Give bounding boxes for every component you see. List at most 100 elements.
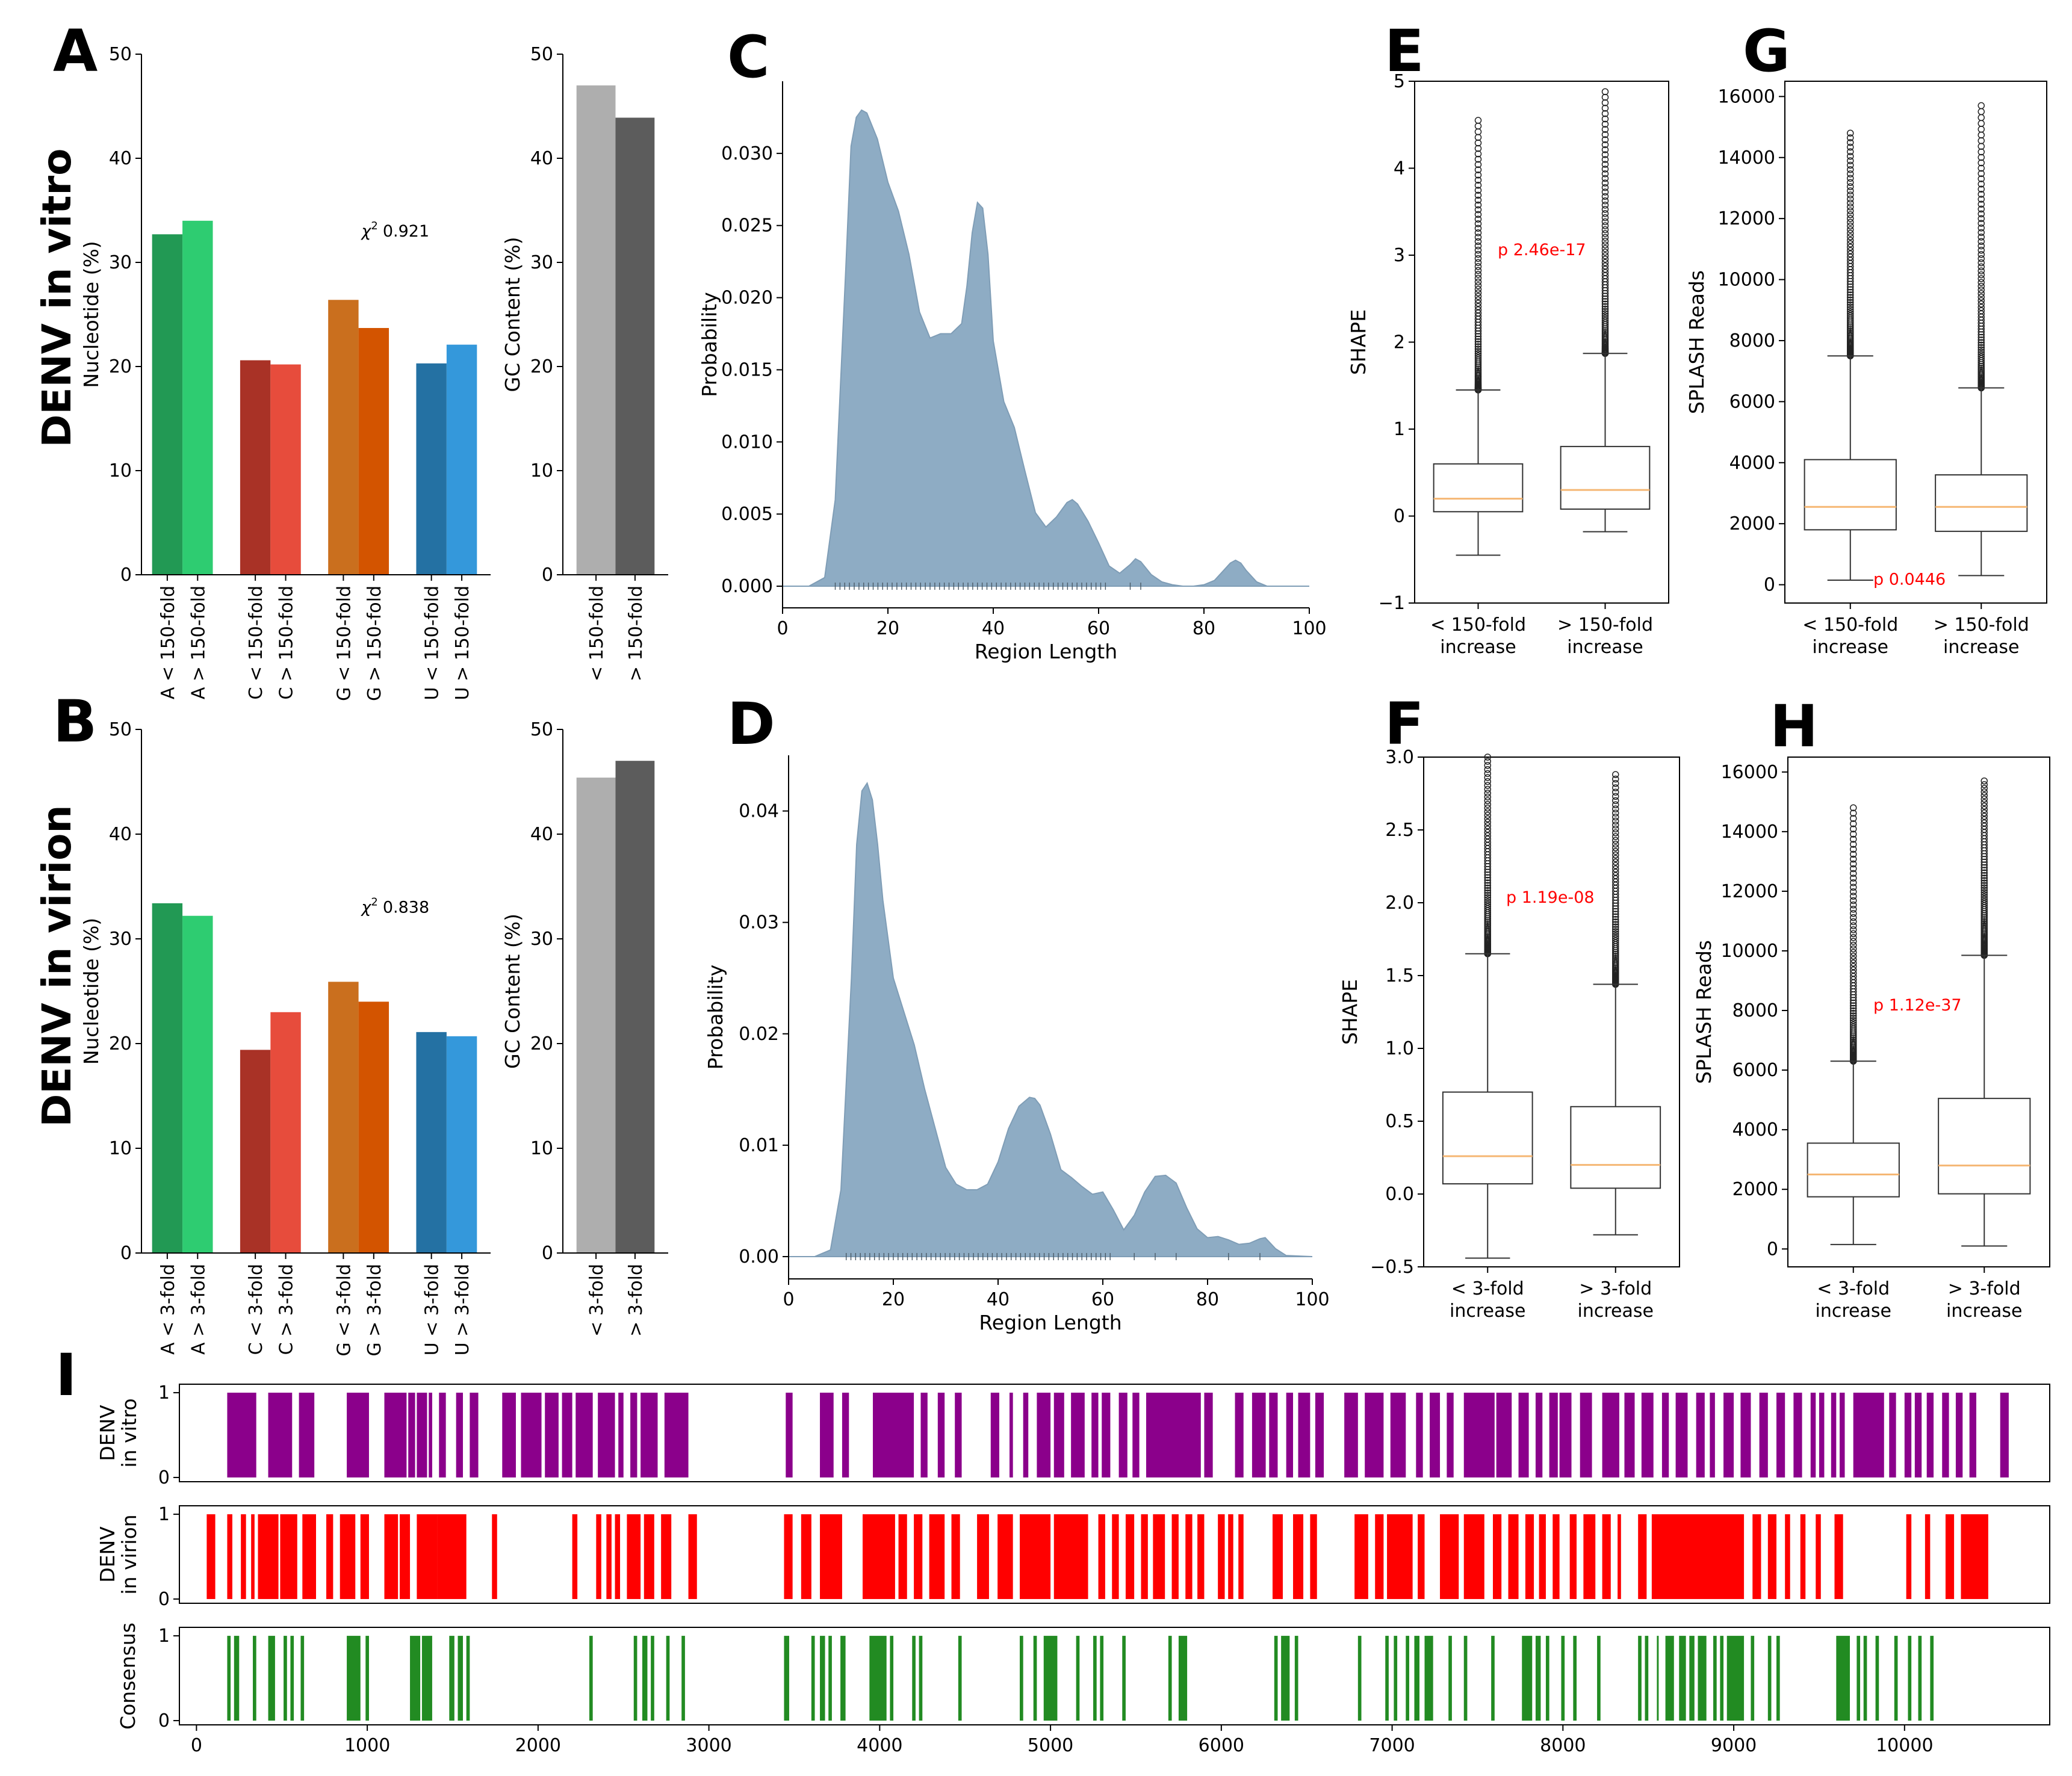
panel-i-track-2-region — [1310, 1514, 1317, 1599]
chi2-superscript: 2 — [371, 896, 377, 909]
panel-e-flier — [1474, 166, 1482, 173]
panel-h-flier — [1980, 879, 1988, 886]
panel-f-flier — [1484, 918, 1491, 926]
panel-e-flier — [1601, 131, 1609, 138]
panel-i-track-2-region — [1440, 1514, 1459, 1599]
panel-f-box — [1442, 1091, 1533, 1185]
panel-i-track-3-region — [589, 1636, 593, 1721]
panel-i-track-1-region — [1740, 1393, 1751, 1477]
panel-a-y-tick-label: 20 — [109, 356, 132, 377]
panel-e-flier — [1474, 278, 1482, 286]
panel-g-flier — [1847, 222, 1854, 230]
panel-g-flier — [1977, 279, 1985, 286]
panel-h-flier — [1850, 956, 1857, 964]
panel-i-track-3-region — [811, 1636, 815, 1721]
panel-g-flier — [1977, 353, 1985, 360]
panel-f-flier — [1484, 874, 1491, 882]
panel-a-chi2-annotation: χ2 0.921 — [360, 220, 429, 241]
panel-e-x-tick-label: > 150-fold increase — [1557, 614, 1653, 658]
panel-b-x-tick-label: G < 3-fold — [333, 1264, 355, 1357]
panel-h-flier — [1850, 804, 1857, 811]
panel-g-flier — [1847, 244, 1854, 251]
row-title-in-vitro: DENV in vitro — [34, 149, 80, 448]
panel-i-track-2-y-tick-label: 1 — [158, 1504, 170, 1525]
panel-b-gc-y-tick-label: 20 — [530, 1033, 553, 1054]
panel-h-y-tick-label: 8000 — [1732, 1000, 1778, 1021]
panel-e-flier — [1601, 310, 1609, 318]
panel-g-flier — [1977, 200, 1985, 208]
panel-g-flier — [1847, 166, 1854, 173]
panel-i-track-2-region — [400, 1514, 411, 1599]
panel-h-flier — [1850, 926, 1857, 933]
panel-i-track-1-region — [618, 1393, 624, 1477]
panel-e-flier — [1474, 117, 1482, 124]
panel-h-flier — [1980, 867, 1988, 874]
panel-e-flier — [1601, 262, 1609, 270]
panel-e-flier — [1474, 335, 1482, 343]
panel-a-bar — [446, 344, 477, 575]
panel-i-track-3-region — [1406, 1636, 1409, 1721]
panel-e-flier — [1474, 128, 1482, 135]
panel-i-track-2-region — [1185, 1514, 1193, 1599]
panel-i-track-2-region — [1925, 1514, 1931, 1599]
panel-e-flier — [1474, 341, 1482, 348]
panel-e-flier — [1474, 246, 1482, 254]
panel-h-flier — [1850, 941, 1857, 949]
panel-g-flier — [1977, 344, 1985, 351]
panel-i-track-3-region — [828, 1636, 832, 1721]
panel-h-flier — [1980, 799, 1988, 806]
panel-i-track-3-region — [1713, 1636, 1717, 1721]
panel-i-track-2-y-tick-label: 0 — [158, 1589, 170, 1610]
panel-g-flier — [1977, 170, 1985, 178]
panel-i-track-2-region — [801, 1514, 811, 1599]
panel-i-track-2-region — [1906, 1514, 1912, 1599]
panel-a-bar — [416, 363, 447, 575]
panel-i-track-1-y-tick-label: 1 — [158, 1382, 170, 1403]
panel-d-density-area — [789, 781, 1313, 1257]
panel-e-flier — [1601, 99, 1609, 107]
panel-f-flier — [1484, 900, 1491, 908]
panel-i-x-tick-label: 3000 — [686, 1735, 731, 1756]
panel-e-flier — [1601, 230, 1609, 237]
panel-i-track-1-region — [1390, 1393, 1406, 1477]
panel-i-track-3-region — [1638, 1636, 1642, 1721]
panel-a-y-tick-label: 0 — [120, 565, 132, 586]
panel-g-flier — [1847, 161, 1854, 169]
panel-i-track-1-region — [1053, 1393, 1064, 1477]
panel-g-flier — [1977, 242, 1985, 250]
panel-c-y-tick-label: 0.015 — [721, 359, 773, 380]
panel-g-flier — [1847, 301, 1854, 309]
panel-e-flier — [1601, 308, 1609, 315]
panel-g-flier — [1977, 297, 1985, 305]
panel-h-flier — [1980, 882, 1988, 890]
panel-h-flier — [1980, 886, 1988, 894]
panel-i-track-3-region — [347, 1636, 361, 1721]
panel-d-y-tick-label: 0.03 — [739, 912, 779, 933]
panel-h-flier — [1850, 831, 1857, 838]
panel-e-flier — [1601, 259, 1609, 267]
panel-a-bar — [182, 220, 213, 575]
panel-h-box — [1938, 1098, 2031, 1195]
panel-h-flier — [1980, 897, 1988, 905]
panel-i-x-tick-label: 2000 — [515, 1735, 561, 1756]
panel-i-track-3-region — [1448, 1636, 1452, 1721]
panel-e-flier — [1474, 259, 1482, 266]
panel-d-x-tick-label: 20 — [882, 1289, 905, 1310]
panel-e-flier — [1601, 314, 1609, 322]
panel-g-flier — [1977, 120, 1985, 127]
panel-g-flier — [1977, 224, 1985, 232]
panel-g-flier — [1847, 299, 1854, 306]
panel-i-track-2-region — [340, 1514, 356, 1599]
panel-a-gc-x-tick-label: < 150-fold — [586, 586, 607, 681]
panel-i-track-1-label-line2: in vitro — [117, 1398, 141, 1467]
panel-i-track-1-region — [1710, 1393, 1715, 1477]
panel-g-flier — [1977, 148, 1985, 156]
panel-letter-e: E — [1385, 17, 1424, 85]
panel-i-track-1-region — [347, 1393, 369, 1477]
panel-h-flier — [1980, 896, 1988, 903]
panel-h-flier — [1850, 1012, 1857, 1019]
panel-h-flier — [1850, 901, 1857, 909]
chi2-value: 0.921 — [383, 222, 429, 241]
panel-f-flier — [1612, 921, 1619, 928]
panel-i-track-2-region — [1238, 1514, 1244, 1599]
